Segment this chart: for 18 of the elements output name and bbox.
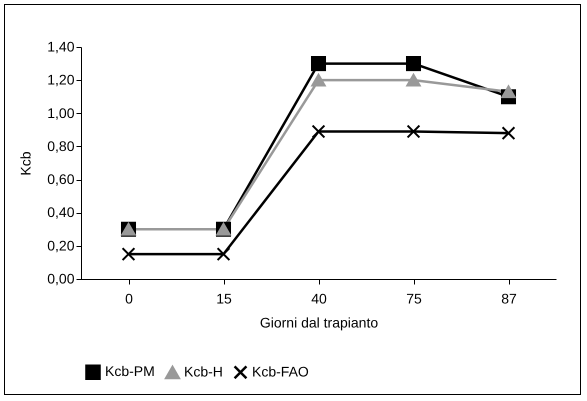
legend-label: Kcb-PM	[105, 363, 155, 380]
x-axis-title: Giorni dal trapianto	[260, 314, 378, 330]
x-tick-label: 15	[216, 290, 232, 306]
y-axis-title: Kcb	[17, 151, 34, 176]
y-tick-label: 0,20	[47, 237, 75, 254]
y-tick-label: 1,40	[47, 38, 75, 54]
legend-label: Kcb-H	[184, 364, 223, 380]
y-tick-label: 0,40	[47, 204, 75, 220]
x-tick-label: 87	[501, 290, 517, 306]
legend-label: Kcb-FAO	[252, 363, 309, 380]
y-tick-label: 0,00	[47, 270, 75, 286]
x-tick-label: 40	[311, 290, 327, 306]
y-tick-label: 1,20	[47, 72, 75, 88]
x-tick-label: 75	[406, 290, 422, 306]
y-tick-label: 0,80	[47, 138, 75, 154]
y-tick-label: 0,60	[47, 171, 75, 188]
y-tick-label: 1,00	[47, 104, 75, 121]
x-tick-label: 0	[125, 290, 134, 306]
